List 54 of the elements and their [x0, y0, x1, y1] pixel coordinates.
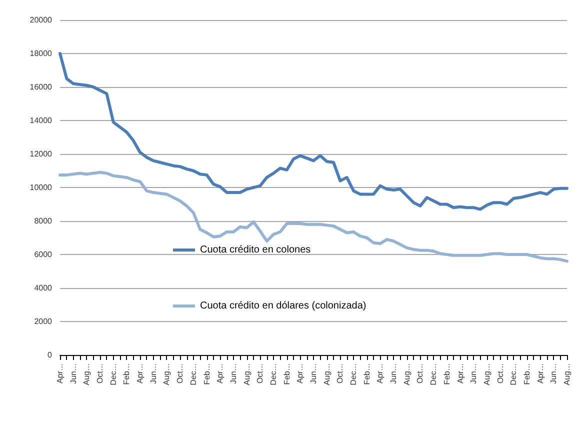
y-tick-label: 18000 [30, 49, 53, 58]
x-tick-label: Aug… [242, 363, 252, 386]
x-tick-label: Dec… [509, 363, 518, 386]
x-tick-label: Feb… [122, 363, 132, 385]
y-tick-label: 4000 [34, 284, 53, 292]
x-tick-label: Dec… [188, 363, 198, 386]
x-tick-label: Oct… [496, 363, 505, 384]
x-tick-label: Oct… [176, 363, 185, 384]
x-tick-label: Aug… [322, 363, 332, 386]
x-tick-label: Apr… [216, 363, 225, 384]
y-tick-label: 16000 [30, 82, 53, 92]
x-tick-label: Jun… [389, 363, 398, 384]
x-tick-label: Feb… [282, 363, 292, 385]
y-tick-label: 14000 [30, 116, 53, 125]
legend-label: Cuota crédito en dólares (colonizada) [200, 300, 366, 312]
x-tick-label: Feb… [362, 363, 372, 385]
x-tick-label: Aug… [562, 363, 572, 386]
y-tick-label: 0 [48, 350, 53, 360]
x-tick-label: Apr… [456, 363, 465, 384]
x-tick-label: Apr… [296, 363, 305, 384]
line-series [58, 170, 568, 263]
x-tick-label: Aug… [402, 363, 412, 386]
x-tick-label: Jun… [148, 363, 158, 384]
x-tick-label: Aug… [162, 363, 172, 386]
x-tick-label: Feb… [522, 363, 532, 385]
x-tick-label: Apr… [136, 363, 145, 384]
x-tick-label: Jun… [549, 363, 558, 384]
x-tick-label: Dec… [349, 363, 358, 386]
legend-label: Cuota crédito en colones [200, 244, 311, 256]
x-tick-label: Oct… [336, 363, 345, 384]
x-tick-label: Feb… [202, 363, 212, 385]
y-tick-label: 12000 [30, 150, 53, 158]
x-tick-label: Oct… [256, 363, 265, 384]
y-tick-label: 10000 [30, 183, 53, 192]
y-tick-label: 8000 [34, 216, 53, 226]
y-tick-label: 20000 [30, 16, 53, 24]
x-tick-label: Jun… [309, 363, 318, 384]
x-tick-label: Jun… [68, 363, 78, 384]
x-tick-label: Oct… [96, 363, 105, 384]
x-tick-label: Jun… [469, 363, 478, 384]
x-tick-label: Aug… [482, 363, 492, 386]
x-tick-label: Dec… [268, 363, 278, 386]
x-tick-label: Dec… [108, 363, 118, 386]
line-series [58, 52, 568, 211]
x-tick-label: Oct… [416, 363, 425, 384]
y-tick-label: 6000 [34, 250, 53, 259]
x-tick-label: Apr… [56, 363, 64, 384]
x-tick-label: Jun… [228, 363, 238, 384]
x-tick-label: Feb… [442, 363, 452, 385]
y-tick-label: 2000 [34, 317, 53, 326]
x-tick-label: Aug… [82, 363, 92, 386]
x-tick-label: Dec… [429, 363, 438, 386]
x-tick-label: Apr… [536, 363, 545, 384]
x-tick-label: Apr… [376, 363, 385, 384]
